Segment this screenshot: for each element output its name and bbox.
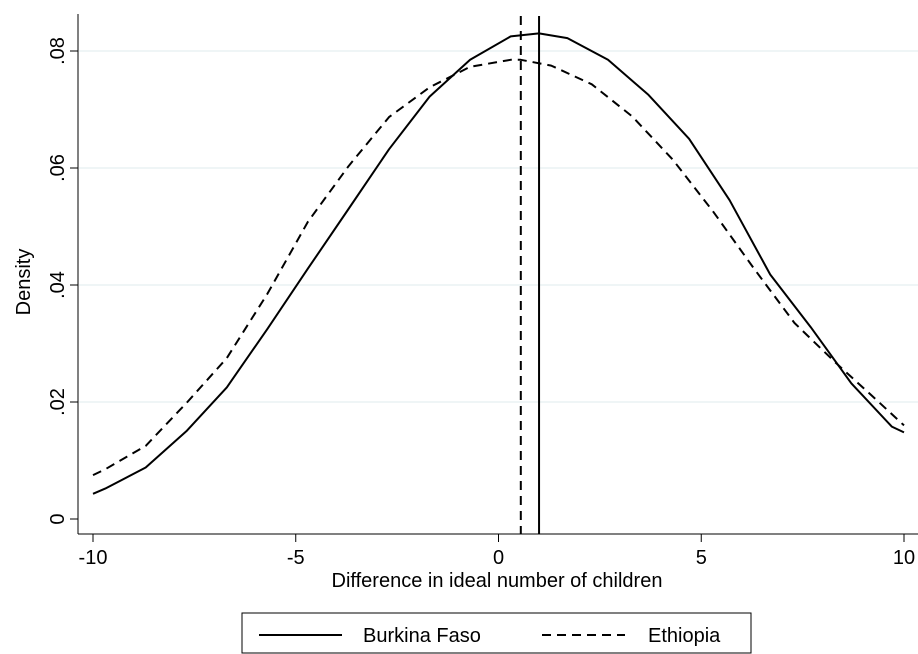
x-axis-label: Difference in ideal number of children	[332, 570, 663, 592]
legend-label-ethiopia: Ethiopia	[648, 625, 721, 647]
series-line-burkina-faso	[92, 32, 905, 495]
series-line-ethiopia	[92, 58, 905, 477]
legend-label-burkina-faso: Burkina Faso	[363, 625, 481, 647]
y-tick-label-1: .02	[47, 388, 69, 416]
legend: Burkina Faso Ethiopia	[241, 612, 752, 654]
y-tick-label-4: .08	[47, 37, 69, 65]
mean-lines	[519, 16, 541, 534]
x-tick-label-4: 10	[893, 547, 915, 569]
y-ticks: 0 .02 .04 .06 .08	[47, 37, 78, 525]
y-tick-label-0: 0	[47, 513, 69, 524]
y-tick-label-3: .06	[47, 154, 69, 182]
legend-box	[241, 612, 752, 654]
x-tick-label-1: -5	[287, 547, 305, 569]
y-axis-label: Density	[13, 249, 35, 316]
x-tick-label-3: 5	[696, 547, 707, 569]
x-tick-label-0: -10	[79, 547, 108, 569]
x-ticks: -10 -5 0 5 10	[79, 534, 915, 569]
y-tick-label-2: .04	[47, 271, 69, 299]
x-tick-label-2: 0	[493, 547, 504, 569]
series-lines	[92, 32, 905, 495]
